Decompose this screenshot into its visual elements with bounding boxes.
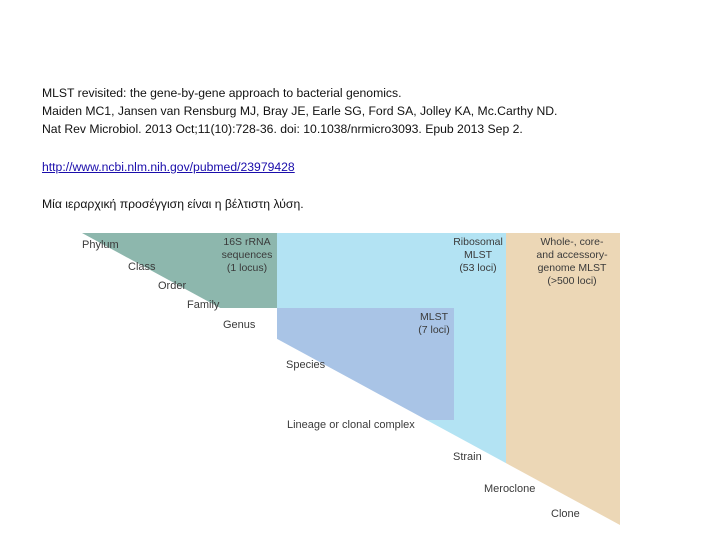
ribosomal-mlst-label: Ribosomal MLST (53 loci) [453,236,503,274]
rank-meroclone: Meroclone [484,483,535,495]
wgmlst-label-line: Whole-, core- [540,236,604,248]
rank-labels: Phylum Class Order Family Genus Species … [82,239,580,520]
reference-citation: Nat Rev Microbiol. 2013 Oct;11(10):728-3… [42,122,523,136]
wgmlst-label: Whole-, core- and accessory- genome MLST… [536,236,608,287]
rrna-label: 16S rRNA sequences (1 locus) [222,236,273,274]
rrna-label-line: (1 locus) [227,262,267,274]
rank-species: Species [286,359,326,371]
rank-class: Class [128,261,156,273]
greek-note: Μία ιεραρχική προσέγγιση είναι η βέλτιστ… [42,197,304,211]
rank-strain: Strain [453,451,482,463]
mlst-label-line: (7 loci) [418,324,450,336]
reference-authors: Maiden MC1, Jansen van Rensburg MJ, Bray… [42,104,558,118]
ribosomal-label-line: MLST [464,249,493,261]
rrna-label-line: sequences [222,249,273,261]
rank-clone: Clone [551,508,580,520]
mlst-label-line: MLST [420,311,449,323]
wgmlst-label-line: and accessory- [536,249,608,261]
diagonal-mask [82,233,620,525]
reference-title: MLST revisited: the gene-by-gene approac… [42,86,402,100]
rank-genus: Genus [223,319,256,331]
rrna-label-line: 16S rRNA [223,236,270,248]
ribosomal-label-line: (53 loci) [459,262,496,274]
rank-phylum: Phylum [82,239,119,251]
wgmlst-label-line: (>500 loci) [547,275,596,287]
ribosomal-label-line: Ribosomal [453,236,503,248]
mlst-label: MLST (7 loci) [418,311,450,336]
pubmed-link[interactable]: http://www.ncbi.nlm.nih.gov/pubmed/23979… [42,160,295,174]
rank-family: Family [187,299,220,311]
rank-lineage: Lineage or clonal complex [287,419,415,431]
reference-block: MLST revisited: the gene-by-gene approac… [42,84,702,138]
wgmlst-label-line: genome MLST [538,262,607,274]
rank-order: Order [158,280,186,292]
